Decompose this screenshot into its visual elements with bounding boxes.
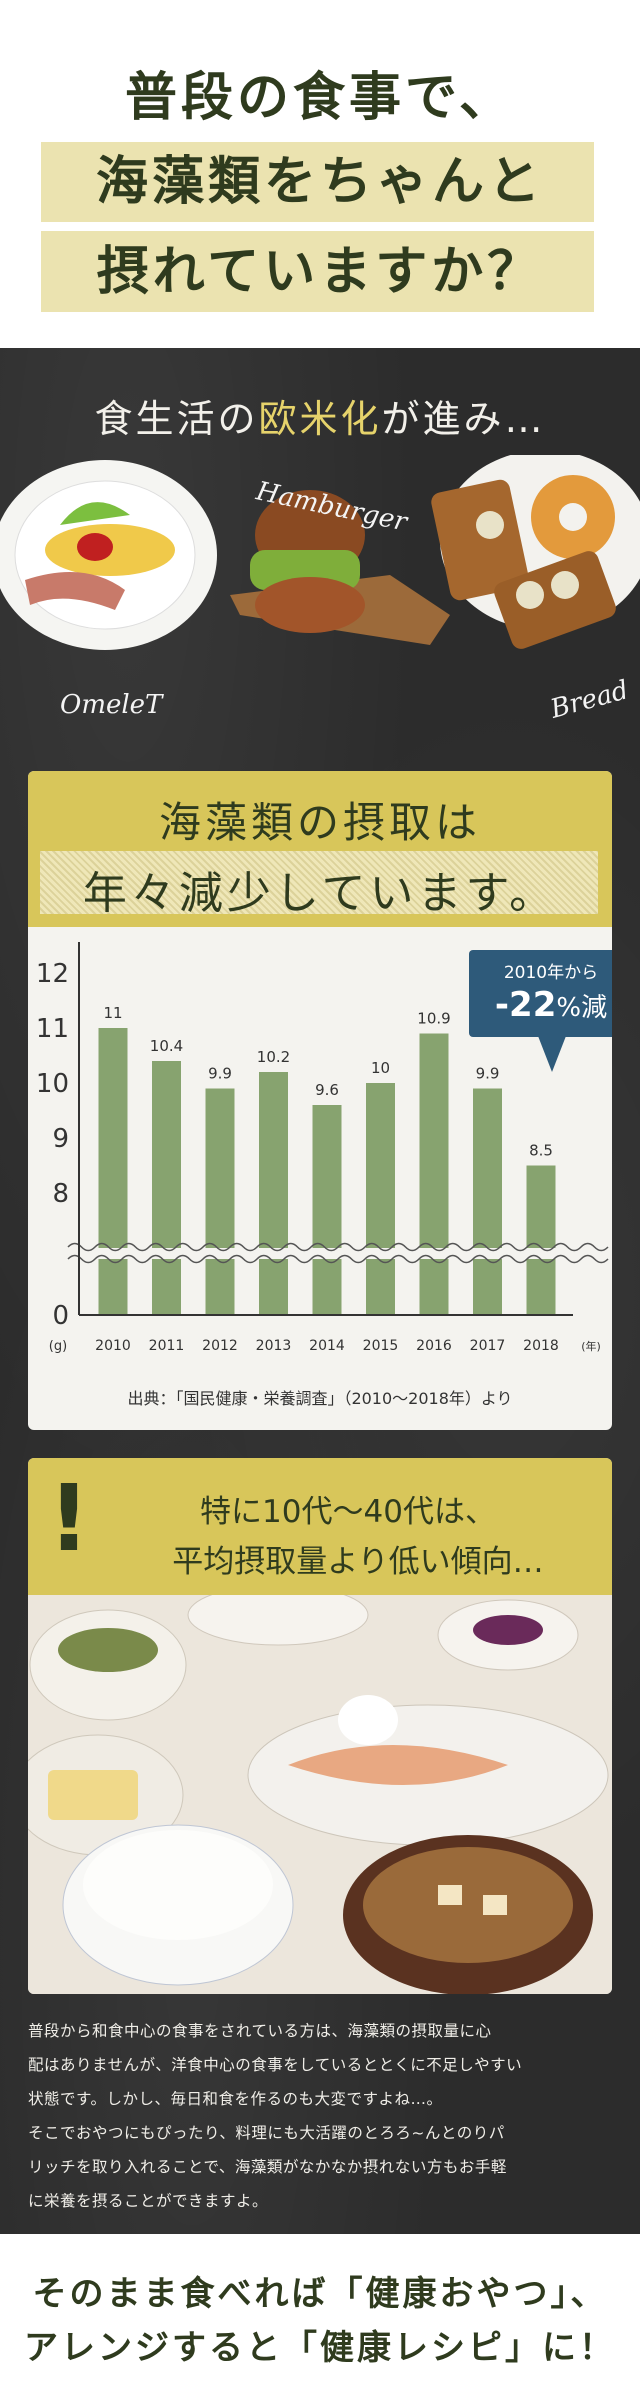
warning-card: ! 特に10代～40代は、 平均摂取量より低い傾向…	[28, 1458, 612, 1994]
intro-text: 食生活の	[94, 397, 259, 441]
callout-label: 2010年から	[503, 963, 599, 983]
footer-line-2: アレンジすると「健康レシピ」に！	[24, 2328, 616, 2368]
bar-value-label: 9.6	[315, 1081, 339, 1099]
x-tick-label: 2011	[149, 1338, 185, 1354]
y-tick-label: 12	[36, 959, 69, 989]
bar	[419, 1033, 449, 1315]
bar	[259, 1072, 288, 1315]
warning-band	[28, 1458, 612, 1595]
header-line-1: 普段の食事で、	[125, 68, 515, 128]
chart-source: 出典：「国民健康・栄養調査」（2010～2018年）より	[127, 1389, 513, 1408]
bar-value-label: 10.2	[257, 1048, 290, 1066]
x-tick-label: 2013	[256, 1338, 292, 1354]
y-tick-label: 10	[36, 1069, 69, 1099]
japanese-meal-photo	[28, 1595, 612, 1994]
western-food-illustrations	[0, 455, 640, 650]
omelet-label: OmeleT	[60, 690, 163, 720]
y-tick-label: 11	[36, 1014, 69, 1044]
y-axis-unit: (g)	[49, 1339, 67, 1354]
callout-value: -22	[494, 985, 557, 1025]
bar	[205, 1088, 235, 1315]
bar	[526, 1165, 556, 1315]
hamburger-image	[230, 490, 450, 645]
body-line: そこでおやつにもぴったり、料理にも大活躍のとろろ~んとのりパ	[28, 2124, 505, 2142]
body-line: に栄養を摂ることができますよ。	[28, 2192, 269, 2210]
decrease-callout: 2010年から -22%減	[469, 950, 612, 1037]
x-tick-label: 2018	[523, 1338, 559, 1354]
body-line: 状態です。しかし、毎日和食を作るのも大変ですよね…。	[28, 2090, 443, 2108]
intro-heading: 食生活の欧米化が進み…	[0, 388, 640, 443]
axis-break-gap	[68, 1248, 594, 1259]
header-band-2	[41, 231, 594, 312]
callout-pointer	[538, 1036, 566, 1072]
chart-title-line-1: 海藻類の摂取は	[158, 798, 481, 847]
warning-line-2: 平均摂取量より低い傾向…	[172, 1544, 544, 1580]
x-tick-label: 2017	[470, 1338, 506, 1354]
intro-text-end: が進み…	[381, 397, 546, 441]
x-tick-label: 2012	[202, 1338, 238, 1354]
bar	[366, 1083, 395, 1315]
bar-value-label: 10	[371, 1059, 390, 1077]
bar-value-label: 10.4	[150, 1037, 183, 1055]
footer-line-1: そのまま食べれば「健康おやつ」、	[32, 2274, 608, 2314]
chart-title-hatch	[40, 851, 598, 914]
axis-break-line-top	[67, 1242, 609, 1252]
header-line-2: 海藻類をちゃんと	[95, 152, 544, 212]
x-tick-label: 2014	[309, 1338, 345, 1354]
bar	[98, 1028, 128, 1315]
y-tick-label: 0	[52, 1301, 69, 1331]
x-tick-label: 2015	[363, 1338, 399, 1354]
body-line: リッチを取り入れることで、海藻類がなかなか摂れない方もお手軽	[28, 2158, 507, 2176]
bar-chart: 12 11 10 9 8 0 11 2010 10.4 2011 9.9 2012 10.2 2013 9.…	[36, 942, 609, 1354]
bar-value-label: 9.9	[208, 1065, 232, 1083]
bar	[152, 1061, 181, 1315]
bar	[312, 1105, 342, 1315]
intro-highlight: 欧米化	[258, 397, 382, 441]
bar	[473, 1088, 502, 1315]
bar-value-label: 10.9	[417, 1010, 450, 1028]
bar-value-label: 9.9	[476, 1065, 500, 1083]
x-tick-label: 2016	[416, 1338, 452, 1354]
chart-title-line-2: 年々減少しています。	[82, 868, 558, 919]
y-tick-label: 8	[52, 1179, 69, 1209]
body-line: 普段から和食中心の食事をされている方は、海藻類の摂取量に心	[28, 2022, 492, 2040]
x-axis-unit: (年)	[581, 1339, 601, 1353]
callout-unit: %減	[556, 993, 608, 1023]
bread-plate-image	[431, 455, 640, 649]
warning-line-1: 特に10代～40代は、	[200, 1494, 496, 1530]
body-line: 配はありませんが、洋食中心の食事をしているととくに不足しやすい	[28, 2056, 523, 2074]
chart-card: 海藻類の摂取は 年々減少しています。 12 11 10 9 8 0 11 2010 10.4 20…	[28, 771, 612, 1430]
header-line-3: 摂れていますか？	[96, 242, 544, 302]
bar-value-label: 8.5	[529, 1142, 553, 1160]
x-tick-label: 2010	[95, 1338, 131, 1354]
header-band-1	[41, 142, 594, 222]
axis-break-line-bottom	[67, 1254, 609, 1264]
y-tick-label: 9	[52, 1124, 69, 1154]
bar-value-label: 11	[103, 1004, 122, 1022]
omelet-plate-image	[0, 460, 217, 650]
exclamation-icon: !	[48, 1465, 90, 1572]
